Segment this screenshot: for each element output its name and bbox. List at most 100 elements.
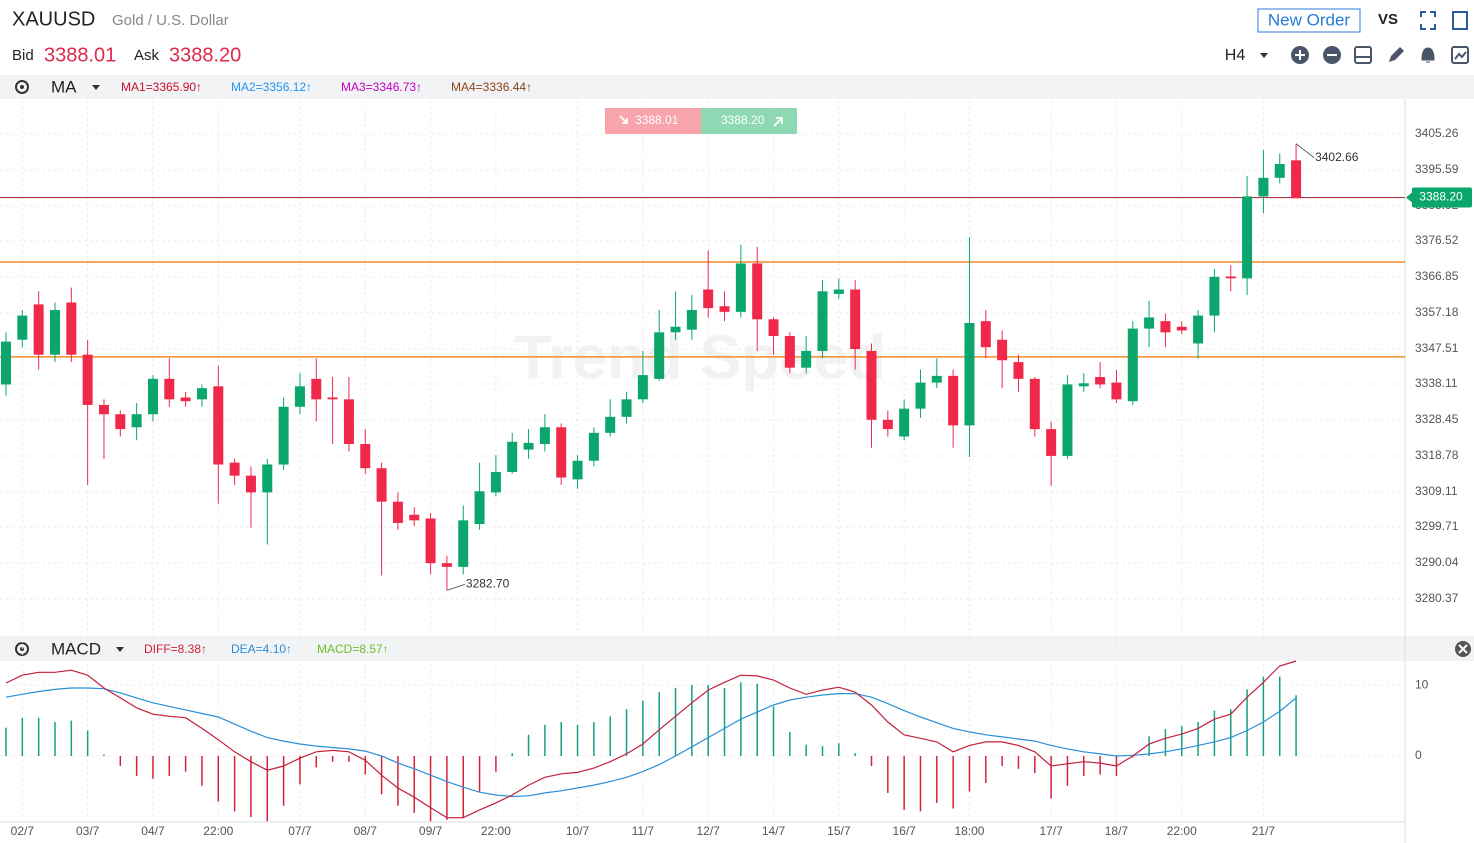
symbol: XAUUSD [12,8,95,30]
price-badge [1412,187,1472,208]
x-tick-label: 03/7 [76,824,100,838]
buy-price[interactable]: 3388.20 [721,113,765,127]
candle-body [882,419,893,430]
candle-body [164,378,175,400]
icon[interactable] [1454,51,1467,60]
up-arrow [773,117,783,127]
candle-body [670,326,681,333]
dropdown-arrow[interactable] [92,85,100,90]
sell-badge[interactable] [605,108,701,134]
y-tick-label: 3280.37 [1415,591,1459,605]
icon[interactable] [1452,11,1468,30]
candle-body [343,399,354,445]
y-tick-label: 0 [1415,748,1422,762]
candle-body [507,441,518,472]
dea-line [5,687,1297,798]
x-tick-label: 22:00 [203,824,233,838]
candle-body [1029,378,1040,430]
y-tick-label: 3376.52 [1415,233,1459,247]
dropdown-arrow[interactable] [1260,53,1268,58]
candle-body [964,323,975,426]
indicator-name[interactable]: MA [51,77,77,96]
icon[interactable] [1420,11,1436,30]
timeframe[interactable]: H4 [1225,47,1246,64]
y-tick-label: 3338.11 [1415,376,1458,390]
fullscreen-icon[interactable] [1420,11,1436,30]
chart-layer: 02/7 03/7 04/7 22:00 07/7 08/7 09/7 22:00 10/7 11… [0,100,1472,838]
icon[interactable] [1354,46,1372,64]
new-order-button[interactable]: New Order [1257,8,1361,33]
button-frame[interactable] [1257,8,1361,33]
x-tick-label: 09/7 [419,824,443,838]
candle-body [752,263,763,320]
close-indicator[interactable] [1455,641,1471,657]
candle-body [997,339,1008,361]
candle-body [1225,276,1236,279]
candle-body [66,302,77,355]
candle-body [801,350,812,368]
icon[interactable] [1451,46,1469,64]
price-badge-pointer [1406,192,1412,203]
candle-body [1144,317,1155,329]
candle-body [33,304,44,355]
indicator-value: MACD=8.57↑ [317,642,389,656]
candle-body [196,388,207,400]
zoom-out[interactable] [1323,46,1341,64]
button-label[interactable]: New Order [1268,10,1351,29]
draw-icon[interactable] [1389,47,1404,62]
candle-body [1046,429,1057,456]
candle-body [1274,164,1285,178]
candle-body [180,397,191,402]
candle-body [1,341,11,385]
alert-icon[interactable] [1421,47,1435,63]
window-icon[interactable] [1452,11,1468,30]
candle-body [850,289,861,350]
candle-body [98,404,109,415]
candle-body [278,406,289,465]
zoom-in[interactable] [1291,46,1309,64]
candle-body [1078,383,1089,387]
candle-body [931,375,942,383]
candle-body [1193,315,1204,344]
candle-body [948,375,959,426]
x-tick-label: 17/7 [1039,824,1063,838]
icon[interactable] [1295,50,1305,60]
x-tick-label: 10/7 [566,824,590,838]
annotation-leader [446,583,466,591]
watermark: Trend Speed [514,323,886,392]
y-tick-label: 3357.18 [1415,305,1459,319]
candle-body [686,309,697,330]
y-tick-label: 3395.59 [1415,162,1459,176]
x-tick-label: 04/7 [141,824,165,838]
dropdown-arrow[interactable] [116,647,124,652]
indicator-name[interactable]: MACD [51,639,101,658]
candle-body [17,315,28,340]
icon[interactable] [15,80,29,94]
layout-icon[interactable] [1354,46,1372,64]
candle-body [1209,276,1220,316]
candle-body [229,462,240,476]
vs-button[interactable]: VS [1378,11,1398,28]
candle-body [1176,326,1187,331]
indicator-icon[interactable] [1451,46,1469,64]
diff-line [5,660,1297,819]
candle-body [1111,382,1122,400]
candle-body [82,354,93,405]
candle-body [147,378,158,415]
candle-body [392,501,403,523]
icon[interactable] [1458,644,1468,654]
ask-price: 3388.20 [169,44,241,66]
sell-price[interactable]: 3388.01 [635,113,679,127]
candle-body [458,520,469,567]
candle-body [441,563,452,567]
candle-body [1291,160,1302,199]
x-tick-label: 08/7 [354,824,378,838]
settings-icon[interactable] [15,80,29,94]
candle-body [556,427,567,478]
icon[interactable] [20,85,24,89]
x-tick-label: 22:00 [481,824,511,838]
candle-body [213,386,224,465]
candle-body [899,408,910,437]
buy-badge[interactable] [701,108,797,134]
